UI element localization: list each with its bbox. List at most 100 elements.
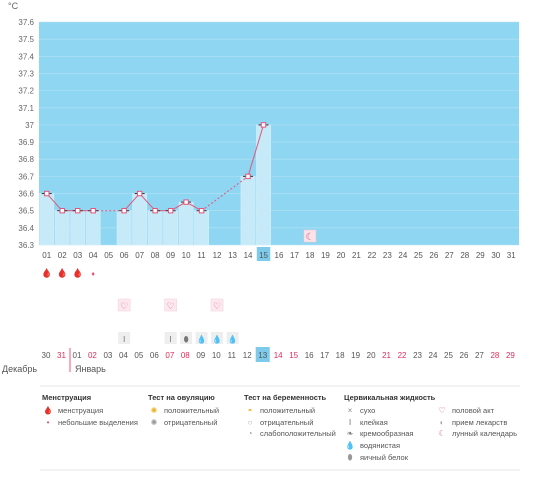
legend-item: сухо [360, 406, 376, 415]
cervical-icon-bg [226, 332, 239, 344]
cervical-icon-bg [211, 332, 224, 344]
y-tick-label: 36.5 [18, 207, 34, 216]
temp-point [59, 207, 65, 214]
moon-icon: ☾ [438, 429, 446, 439]
legend-item: менструация [58, 406, 104, 415]
legend-item: клейкая [360, 417, 388, 427]
y-tick-label: 36.7 [18, 172, 34, 181]
cycle-day-label: 12 [213, 251, 222, 260]
pregnancy-negative-icon: ○ [247, 417, 253, 427]
y-tick-label: 37 [25, 121, 34, 130]
cycle-day-label: 27 [445, 251, 454, 260]
plot-background [39, 22, 519, 245]
cervical-icon-bg [180, 332, 193, 344]
cycle-day-label: 24 [398, 251, 407, 260]
y-tick-label: 36.6 [18, 190, 34, 199]
calendar-date: 14 [274, 351, 283, 360]
calendar-date: 01 [73, 351, 82, 360]
y-tick-label: 36.9 [18, 138, 34, 147]
heart-icon-bg [164, 298, 177, 312]
temp-point [183, 199, 189, 205]
legend-item: отрицательный [164, 417, 218, 427]
calendar-date: 24 [429, 351, 438, 360]
temp-point [152, 207, 158, 214]
legend-item: половой акт [452, 406, 495, 415]
legend-item: яичный белок [360, 452, 409, 462]
temp-column [178, 201, 194, 246]
legend-item: лунный календарь [452, 429, 518, 439]
creamy-icon: ❧ [346, 429, 354, 439]
cycle-day-label: 08 [151, 251, 160, 260]
cervical-icon-bg [164, 332, 177, 344]
cycle-day-label: 20 [336, 251, 345, 260]
egg_white-icon: ⬮ [184, 335, 189, 344]
cycle-day-label: 10 [182, 251, 191, 260]
cycle-day-label: 13 [228, 251, 237, 260]
cycle-day-label: 31 [507, 251, 516, 260]
y-tick-label: 37.4 [18, 52, 34, 61]
y-tick-label: 37.1 [18, 104, 34, 113]
cycle-day-label: 25 [414, 251, 423, 260]
cycle-day-label: 04 [89, 251, 98, 260]
heart-icon-bg [210, 298, 224, 312]
calendar-date: 08 [181, 351, 190, 360]
sticky-icon: Ⅰ [123, 335, 125, 344]
temp-column [240, 176, 256, 246]
calendar-date: 03 [103, 351, 112, 360]
menstruation-icon: 🩸 [72, 267, 83, 278]
legend-other: ♡ половой акт ◐ прием лекарств ☾ лунный кал… [436, 392, 517, 440]
cervical-icon-bg [118, 332, 131, 344]
temp-line-segment [123, 193, 141, 212]
y-tick-label: 36.3 [18, 241, 34, 250]
legend-item: слабоположительный [260, 429, 336, 439]
y-tick-label: 36.8 [18, 155, 34, 164]
cycle-day-label: 02 [58, 251, 67, 260]
watery-icon: 💧 [197, 334, 207, 344]
cycle-day-label: 17 [290, 251, 299, 260]
calendar-date: 13 [258, 351, 267, 360]
pill-icon: ◐ [439, 417, 445, 427]
ovulation-negative-icon: ✺ [150, 417, 158, 427]
calendar-date: 28 [490, 351, 499, 360]
y-tick-label: 37.2 [18, 87, 34, 96]
cycle-day-label: 03 [73, 251, 82, 260]
legend-item: отрицательный [260, 417, 314, 427]
temp-column [194, 210, 209, 246]
cycle-day-label: 28 [460, 251, 469, 260]
legend-ovulation-title: Тест на овуляцию [148, 393, 215, 402]
menstruation-icon: 🩸 [41, 267, 52, 278]
sticky-icon: Ⅰ [348, 417, 352, 427]
calendar-date: 15 [289, 351, 298, 360]
cycle-day-label: 22 [367, 251, 376, 260]
legend-item: положительный [260, 406, 316, 415]
calendar-date: 26 [460, 351, 469, 360]
small-drop-icon: ♦ [91, 271, 95, 278]
cycle-day-label: 01 [42, 251, 51, 260]
legend-pregnancy-title: Тест на беременность [244, 393, 327, 402]
cycle-day-label: 29 [476, 251, 485, 260]
moon-icon-bg [303, 229, 317, 243]
calendar-date: 16 [305, 351, 314, 360]
temp-column [39, 193, 55, 246]
calendar-date: 09 [196, 351, 205, 360]
cycle-day-label: 09 [166, 251, 175, 260]
moon-icon: ☾ [305, 232, 314, 243]
calendar-date: 05 [134, 351, 143, 360]
temp-line-segment [139, 193, 156, 212]
legend-cervical-title: Цервикальная жидкость [344, 393, 436, 402]
calendar-date: 20 [367, 351, 376, 360]
legend-menstruation-title: Менструация [42, 393, 92, 402]
temp-column [70, 210, 86, 246]
legend-menstruation: Менструация 🩸 менструация • небольшие выде… [42, 392, 138, 428]
calendar-date: 07 [165, 351, 174, 360]
calendar-date: 21 [382, 351, 391, 360]
sticky-icon: Ⅰ [169, 335, 171, 344]
temp-line-segment [201, 175, 249, 212]
temp-point [136, 190, 143, 197]
heart-icon: ♡ [213, 301, 221, 311]
temp-line-segment [46, 193, 63, 212]
temp-point [90, 207, 96, 214]
calendar-date: 11 [228, 351, 237, 360]
calendar-date: 12 [243, 351, 252, 360]
